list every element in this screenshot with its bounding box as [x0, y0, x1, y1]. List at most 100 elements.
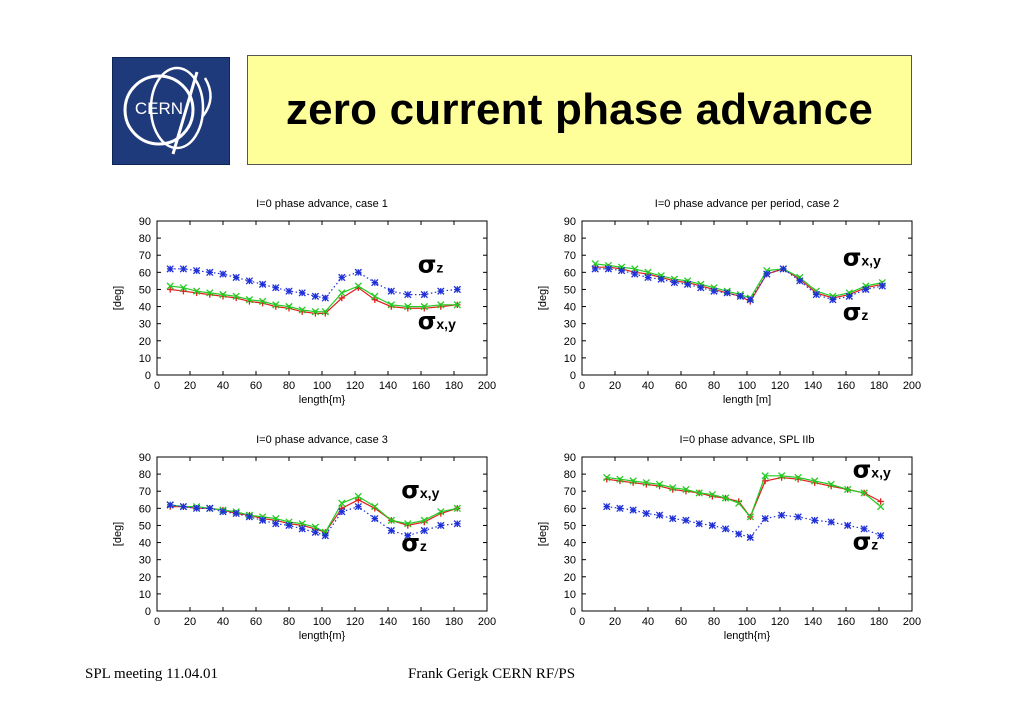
marker-stroke	[321, 308, 329, 316]
data-point-blue	[354, 268, 362, 276]
y-tick-label: 30	[139, 319, 151, 331]
data-point-blue	[695, 520, 703, 528]
data-point-blue	[746, 533, 754, 542]
data-point-green	[420, 516, 428, 524]
data-point-blue	[657, 275, 665, 283]
y-tick-label: 20	[139, 336, 151, 348]
data-point-blue	[192, 266, 201, 275]
marker-stroke	[404, 302, 412, 311]
y-tick-label: 60	[139, 503, 151, 515]
x-tick-label: 200	[478, 616, 496, 628]
data-point-blue	[723, 289, 731, 297]
marker-stroke	[603, 473, 611, 482]
data-point-green	[258, 297, 267, 306]
sigma-annotation: σx,y	[418, 307, 456, 335]
series-line-green	[606, 475, 882, 519]
x-tick-label: 120	[771, 616, 789, 628]
marker-stroke	[387, 526, 395, 535]
data-point-green	[404, 302, 412, 311]
data-point-blue	[616, 504, 624, 512]
y-tick-label: 50	[139, 284, 151, 296]
title-box: zero current phase advance	[247, 55, 912, 165]
x-tick-label: 180	[870, 380, 888, 392]
marker-stroke	[258, 297, 267, 306]
x-tick-label: 160	[412, 380, 430, 392]
x-tick-label: 160	[837, 616, 855, 628]
data-point-green	[321, 308, 329, 316]
x-tick-label: 160	[837, 380, 855, 392]
marker-stroke	[258, 516, 267, 524]
sigma-annotation: σz	[843, 298, 869, 326]
data-point-red	[180, 287, 187, 295]
marker-stroke	[232, 273, 240, 282]
data-point-green	[708, 490, 717, 499]
data-point-blue	[245, 513, 254, 521]
marker-stroke	[437, 301, 445, 309]
data-point-blue	[794, 513, 802, 521]
marker-stroke	[311, 292, 320, 300]
marker-stroke	[311, 528, 320, 536]
marker-stroke	[763, 270, 771, 278]
data-point-green	[272, 301, 280, 309]
marker-stroke	[697, 284, 705, 292]
marker-stroke	[420, 290, 428, 299]
marker-stroke	[206, 268, 214, 276]
sigma-annotation: σz	[853, 527, 879, 555]
data-point-blue	[708, 521, 717, 530]
data-point-green	[629, 477, 637, 485]
marker-stroke	[616, 504, 624, 512]
data-point-blue	[710, 287, 718, 295]
marker-stroke	[371, 278, 379, 287]
data-point-red	[355, 496, 362, 503]
data-point-blue	[206, 504, 214, 512]
x-axis-label: length [m]	[723, 394, 771, 406]
data-point-blue	[354, 502, 362, 511]
marker-stroke	[779, 265, 787, 273]
x-tick-label: 140	[804, 616, 822, 628]
data-point-green	[354, 282, 362, 290]
marker-stroke	[604, 265, 613, 273]
data-point-blue	[420, 526, 428, 535]
data-point-green	[311, 308, 320, 316]
marker-stroke	[338, 508, 346, 516]
data-point-red	[371, 296, 378, 303]
x-axis-label: length{m}	[724, 630, 771, 642]
data-point-green	[655, 480, 664, 489]
marker-stroke	[285, 302, 293, 311]
y-tick-label: 80	[564, 233, 576, 245]
marker-stroke	[179, 265, 188, 273]
x-tick-label: 100	[738, 616, 756, 628]
data-point-green	[794, 473, 802, 482]
y-tick-label: 90	[564, 452, 576, 464]
marker-stroke	[321, 532, 329, 540]
marker-stroke	[695, 489, 703, 497]
marker-stroke	[321, 294, 329, 302]
sigma-symbol: σ	[401, 529, 420, 557]
sigma-subscript: z	[871, 536, 878, 552]
data-point-green	[437, 301, 445, 309]
data-point-blue	[338, 273, 346, 282]
y-tick-label: 80	[139, 469, 151, 481]
data-point-blue	[669, 514, 677, 523]
chart-title: I=0 phase advance, case 1	[256, 198, 388, 210]
data-point-blue	[604, 265, 613, 273]
marker-stroke	[371, 502, 379, 511]
marker-stroke	[644, 273, 652, 282]
data-point-green	[746, 513, 754, 521]
marker-stroke	[387, 301, 395, 309]
data-point-blue	[166, 265, 174, 273]
marker-stroke	[735, 530, 743, 538]
marker-stroke	[723, 289, 731, 297]
data-point-blue	[736, 292, 745, 300]
data-point-green	[285, 302, 293, 311]
marker-stroke	[166, 265, 174, 273]
data-point-blue	[829, 296, 837, 304]
data-point-blue	[779, 265, 787, 273]
y-tick-label: 20	[564, 336, 576, 348]
y-axis-label: [deg]	[112, 286, 124, 310]
data-point-green	[453, 301, 461, 309]
data-point-blue	[338, 508, 346, 516]
sigma-symbol: σ	[843, 243, 862, 271]
marker-stroke	[245, 296, 254, 304]
y-tick-label: 50	[139, 520, 151, 532]
